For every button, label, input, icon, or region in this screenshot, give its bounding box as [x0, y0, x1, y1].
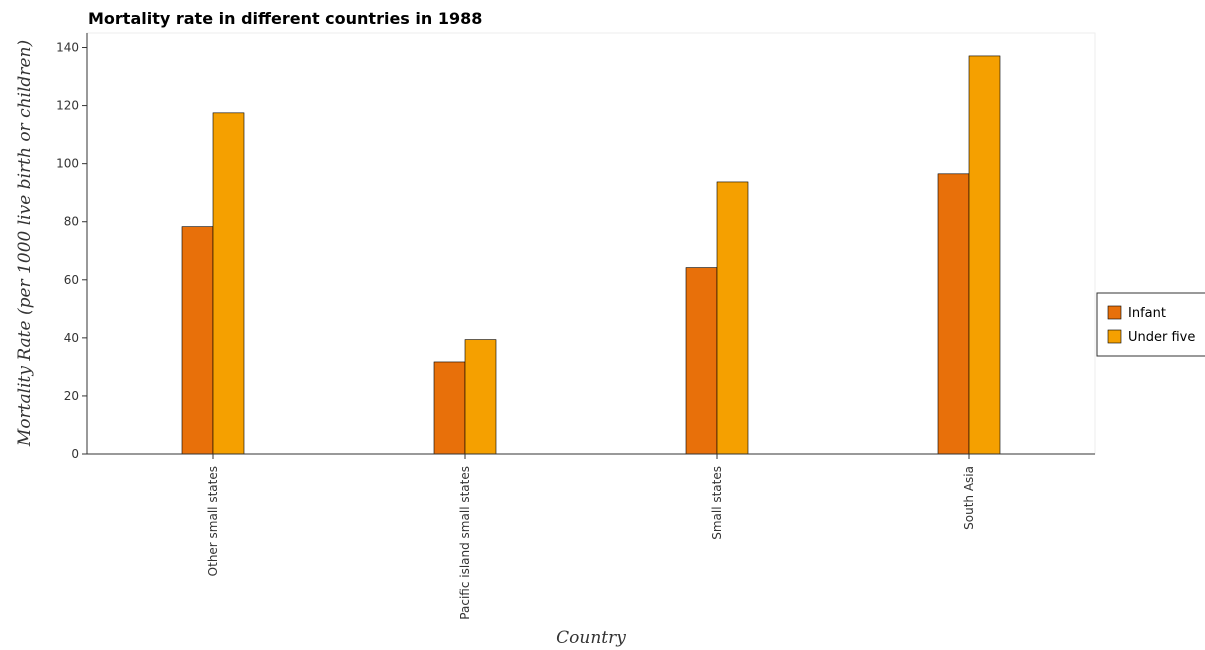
x-tick-label: Pacific island small states	[458, 466, 472, 620]
y-tick-label: 120	[56, 99, 79, 113]
x-tick-label: Other small states	[206, 466, 220, 576]
bar-under-five	[968, 55, 1001, 455]
x-tick-label: Small states	[710, 466, 724, 540]
y-axis: 0 20 40 60 80 100 120 140	[56, 33, 88, 461]
legend-swatch	[1107, 329, 1122, 344]
y-tick-label: 80	[64, 215, 79, 229]
x-axis-label: Country	[556, 628, 626, 648]
y-tick-label: 40	[64, 331, 79, 345]
y-tick-label: 140	[56, 41, 79, 55]
legend-label: Under five	[1128, 330, 1195, 345]
bar-infant	[433, 361, 466, 455]
y-tick-label: 60	[64, 273, 79, 287]
bar-under-five	[716, 181, 749, 455]
y-tick-label: 0	[71, 447, 79, 461]
bars-group	[181, 55, 1001, 455]
x-tick-label: South Asia	[962, 466, 976, 530]
legend-swatch	[1107, 305, 1122, 320]
x-axis: Other small states Pacific island small s…	[87, 453, 1095, 620]
chart-title: Mortality rate in different countries in…	[88, 9, 482, 28]
bar-under-five	[212, 112, 245, 455]
plot-area	[86, 32, 1096, 455]
bar-infant	[685, 267, 718, 455]
y-tick-label: 20	[64, 389, 79, 403]
bar-under-five	[464, 339, 497, 455]
y-axis-label: Mortality Rate (per 1000 live birth or c…	[15, 40, 35, 447]
y-tick-label: 100	[56, 157, 79, 171]
bar-infant	[181, 226, 214, 455]
legend: Infant Under five	[1096, 292, 1205, 357]
bar-infant	[937, 173, 970, 455]
legend-label: Infant	[1128, 306, 1166, 321]
legend-box	[1096, 292, 1205, 357]
